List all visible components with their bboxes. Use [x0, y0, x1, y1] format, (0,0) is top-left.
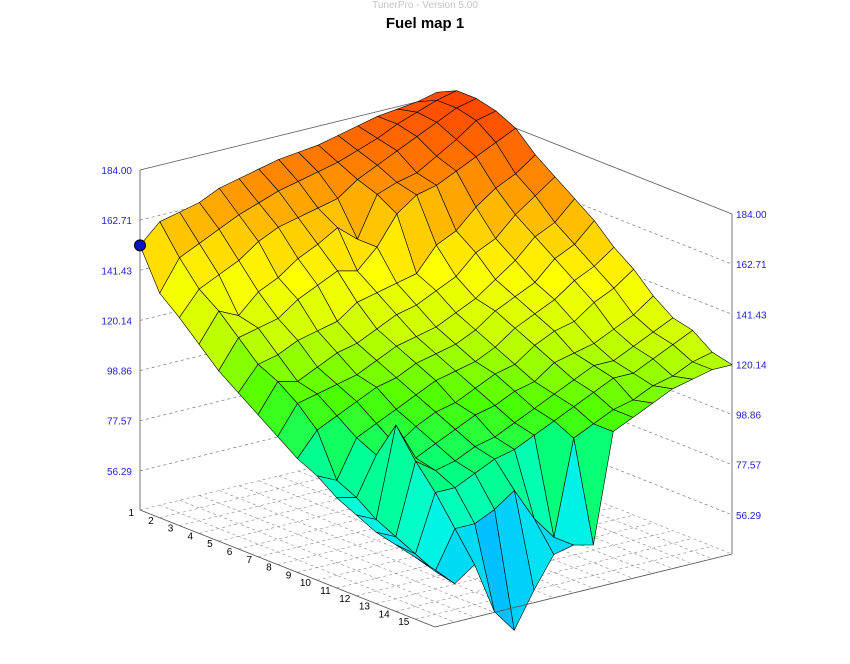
x-tick-label: 5 — [207, 539, 213, 550]
floor-gridline — [219, 490, 515, 608]
z-tick-label: 184.00 — [101, 166, 132, 177]
floor-gridline — [395, 538, 693, 612]
z-gridline — [139, 96, 733, 215]
x-tick-label: 8 — [266, 563, 272, 574]
x-tick-label: 1 — [128, 508, 134, 519]
z-tick-label: 77.57 — [736, 461, 761, 472]
x-tick-label: 2 — [148, 516, 154, 527]
x-tick-label: 7 — [246, 555, 252, 566]
z-tick-label: 184.00 — [736, 210, 767, 221]
x-tick-label: 4 — [187, 531, 193, 542]
x-tick-label: 13 — [359, 602, 371, 613]
z-tick-label: 141.43 — [101, 266, 132, 277]
surface — [139, 90, 733, 631]
x-tick-label: 11 — [320, 586, 331, 597]
chart-title: Fuel map 1 — [385, 15, 465, 32]
floor-edge-0 — [139, 509, 436, 628]
selected-cell-marker[interactable] — [134, 239, 146, 252]
z-tick-label: 56.29 — [107, 467, 132, 478]
x-tick-label: 15 — [398, 617, 410, 628]
z-tick-label: 56.29 — [736, 511, 761, 522]
x-tick-label: 9 — [286, 570, 292, 581]
x-tick-label: 14 — [379, 609, 391, 620]
z-tick-label: 77.57 — [107, 417, 132, 428]
floor-gridline — [159, 504, 455, 623]
z-gridline — [139, 347, 733, 466]
x-tick-label: 10 — [300, 578, 312, 589]
z-gridline — [139, 146, 733, 265]
surface-cell — [415, 556, 456, 585]
app-title: TunerPro - Version 5.00 — [372, 0, 478, 11]
floor-gridline — [179, 499, 475, 618]
x-tick-label: 6 — [227, 547, 233, 558]
axis-ticks: 56.29 56.29 77.57 77.57 98.86 98.86 120.14 120.… — [101, 166, 767, 628]
z-gridline — [139, 397, 733, 516]
z-tick-label: 141.43 — [736, 310, 767, 321]
floor-gridline — [199, 495, 495, 613]
z-tick-label: 120.14 — [736, 360, 767, 371]
floor-gridline — [415, 545, 713, 620]
front-edges — [139, 509, 733, 628]
x-tick-label: 12 — [339, 594, 351, 605]
z-tick-label: 98.86 — [107, 367, 132, 378]
z-tick-label: 162.71 — [101, 216, 132, 227]
selection — [134, 239, 146, 252]
z-tick-label: 98.86 — [736, 411, 761, 422]
floor-edge-1 — [434, 553, 733, 628]
z-tick-label: 120.14 — [101, 316, 132, 327]
x-tick-label: 3 — [168, 524, 174, 535]
z-tick-label: 162.71 — [736, 260, 767, 271]
